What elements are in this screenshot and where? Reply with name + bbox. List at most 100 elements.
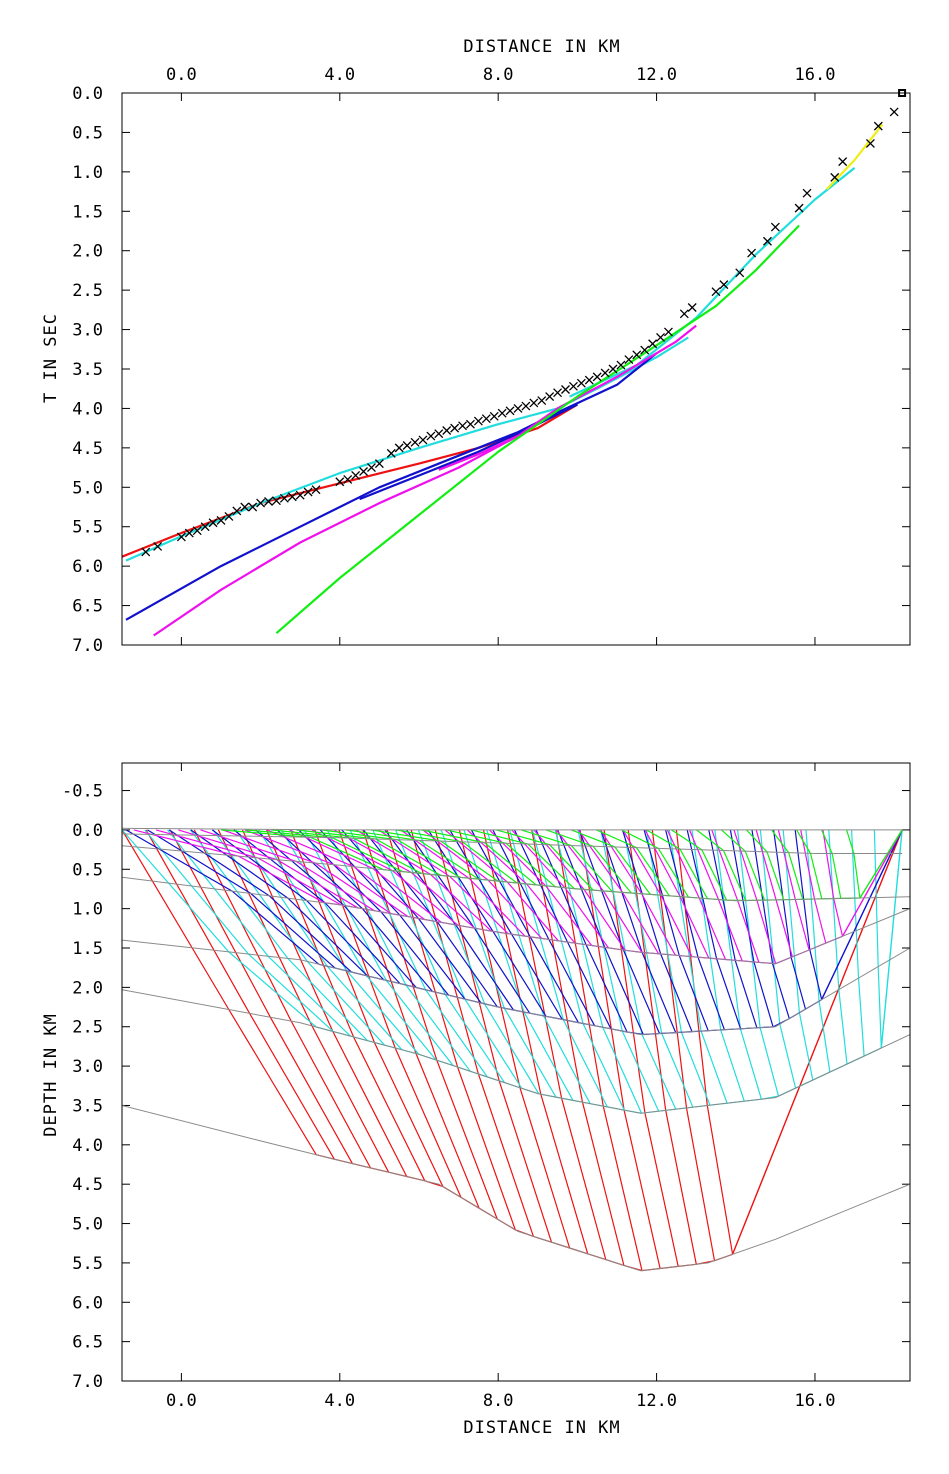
red-ray-down [241, 829, 408, 1177]
pick-marker [802, 188, 812, 198]
blue-ray-down [449, 829, 563, 1020]
ray-families [121, 829, 903, 1272]
top-ytick-label: 0.5 [72, 123, 103, 143]
cyan-ray-down [851, 829, 865, 1057]
pick-stroke [521, 401, 531, 411]
top-ytick-label: 2.5 [72, 281, 103, 301]
top-yaxis-ticks: 0.0 0.5 1.0 1.5 2.0 2.5 3.0 3.5 4.0 4.5 5.0 5.5 6.0 6… [72, 84, 910, 656]
observed-picks [141, 107, 899, 557]
pick-marker [153, 541, 163, 551]
pick-marker [889, 107, 899, 117]
pick-stroke [200, 522, 210, 532]
pick-marker [537, 396, 547, 406]
pick-stroke [747, 248, 757, 258]
pick-stroke [224, 512, 234, 521]
pick-marker [679, 309, 689, 319]
pick-stroke [256, 498, 266, 508]
pick-stroke [802, 188, 812, 198]
pick-marker [271, 496, 281, 506]
pick-marker [600, 368, 610, 378]
pick-stroke [458, 421, 468, 431]
pick-stroke [351, 470, 361, 480]
pick-marker [458, 421, 468, 431]
top-ytick-label: 0.0 [72, 84, 103, 104]
pick-marker [663, 327, 673, 337]
red-ray-down [482, 829, 589, 1254]
top-xtick-label: 8.0 [483, 65, 514, 85]
cyan-ray-down [144, 829, 334, 1033]
raypath-panel: -0.5 0.0 0.5 1.0 1.5 2.0 2.5 3.0 3.5 4.0 4.5 5.0 5.5… [41, 762, 911, 1438]
pick-marker [794, 203, 804, 213]
top-ytick-label: 5.5 [72, 518, 103, 538]
pick-stroke [656, 332, 665, 342]
pick-stroke [616, 360, 626, 370]
bottom-ytick-label: 3.0 [72, 1057, 103, 1077]
cyan-ray-down [828, 829, 848, 1065]
bottom-ytick-label: 0.5 [72, 860, 103, 880]
top-ytick-label: 6.5 [72, 597, 103, 617]
pick-marker [513, 403, 523, 413]
raypath-plot-area [121, 827, 911, 1272]
pick-marker [410, 437, 420, 447]
pick-stroke [240, 502, 250, 512]
pick-stroke [735, 268, 745, 278]
magenta-traveltime-curve [153, 324, 697, 637]
pick-stroke [271, 496, 281, 506]
pick-stroke [418, 435, 428, 445]
pick-stroke [624, 355, 634, 364]
cyan-ray-down [372, 829, 505, 1083]
pick-marker [648, 339, 658, 349]
red-ray-down [555, 829, 643, 1271]
pick-stroke [513, 403, 523, 413]
pick-marker [343, 474, 353, 484]
blue-ray-up [821, 829, 903, 1000]
pick-stroke [176, 532, 186, 542]
pick-marker [568, 381, 578, 391]
pick-stroke [648, 339, 658, 349]
pick-stroke [295, 490, 305, 500]
pick-marker [830, 172, 840, 182]
pick-marker [303, 487, 313, 497]
pick-marker [216, 515, 226, 525]
bottom-ytick-label: -0.5 [62, 782, 103, 802]
top-ytick-label: 2.0 [72, 242, 103, 262]
pick-stroke [687, 303, 697, 312]
red-ray-down [434, 829, 553, 1243]
blue-ray-down [751, 829, 790, 1019]
pick-marker [838, 157, 848, 167]
bottom-yaxis-title: DEPTH IN KM [41, 1013, 61, 1137]
pick-stroke [865, 139, 875, 148]
interface-line [121, 1105, 911, 1272]
model-interfaces [121, 827, 911, 1272]
cyan-ray-down [509, 829, 608, 1108]
bottom-ytick-label: 2.0 [72, 978, 103, 998]
pick-marker [256, 498, 266, 508]
pick-stroke [481, 414, 491, 424]
bottom-xaxis-ticks: 0.0 4.0 8.0 12.0 16.0 [166, 763, 835, 1411]
red-ray-down [217, 829, 390, 1173]
cyan-traveltime-curve [569, 167, 856, 398]
pick-stroke [264, 497, 273, 506]
pick-marker [232, 506, 242, 516]
top-ytick-label: 1.0 [72, 163, 103, 183]
top-xaxis-ticks: 0.0 4.0 8.0 12.0 16.0 [166, 65, 835, 645]
pick-stroke [192, 526, 202, 536]
pick-marker [553, 388, 563, 398]
red-ray-down [458, 829, 571, 1249]
pick-marker [200, 522, 210, 532]
traveltime-frame [121, 92, 911, 646]
pick-stroke [343, 474, 353, 484]
pick-marker [386, 448, 396, 458]
bottom-ytick-label: 2.5 [72, 1018, 103, 1038]
pick-marker [747, 248, 757, 258]
pick-marker [481, 414, 491, 424]
pick-stroke [153, 541, 163, 551]
pick-stroke [426, 431, 436, 441]
top-xaxis-title: DISTANCE IN KM [463, 37, 620, 57]
pick-stroke [873, 121, 883, 131]
pick-stroke [679, 309, 689, 319]
pick-marker [561, 385, 570, 394]
bottom-xtick-label: 12.0 [636, 1391, 677, 1411]
pick-marker [624, 355, 634, 364]
top-xtick-label: 16.0 [794, 65, 835, 85]
